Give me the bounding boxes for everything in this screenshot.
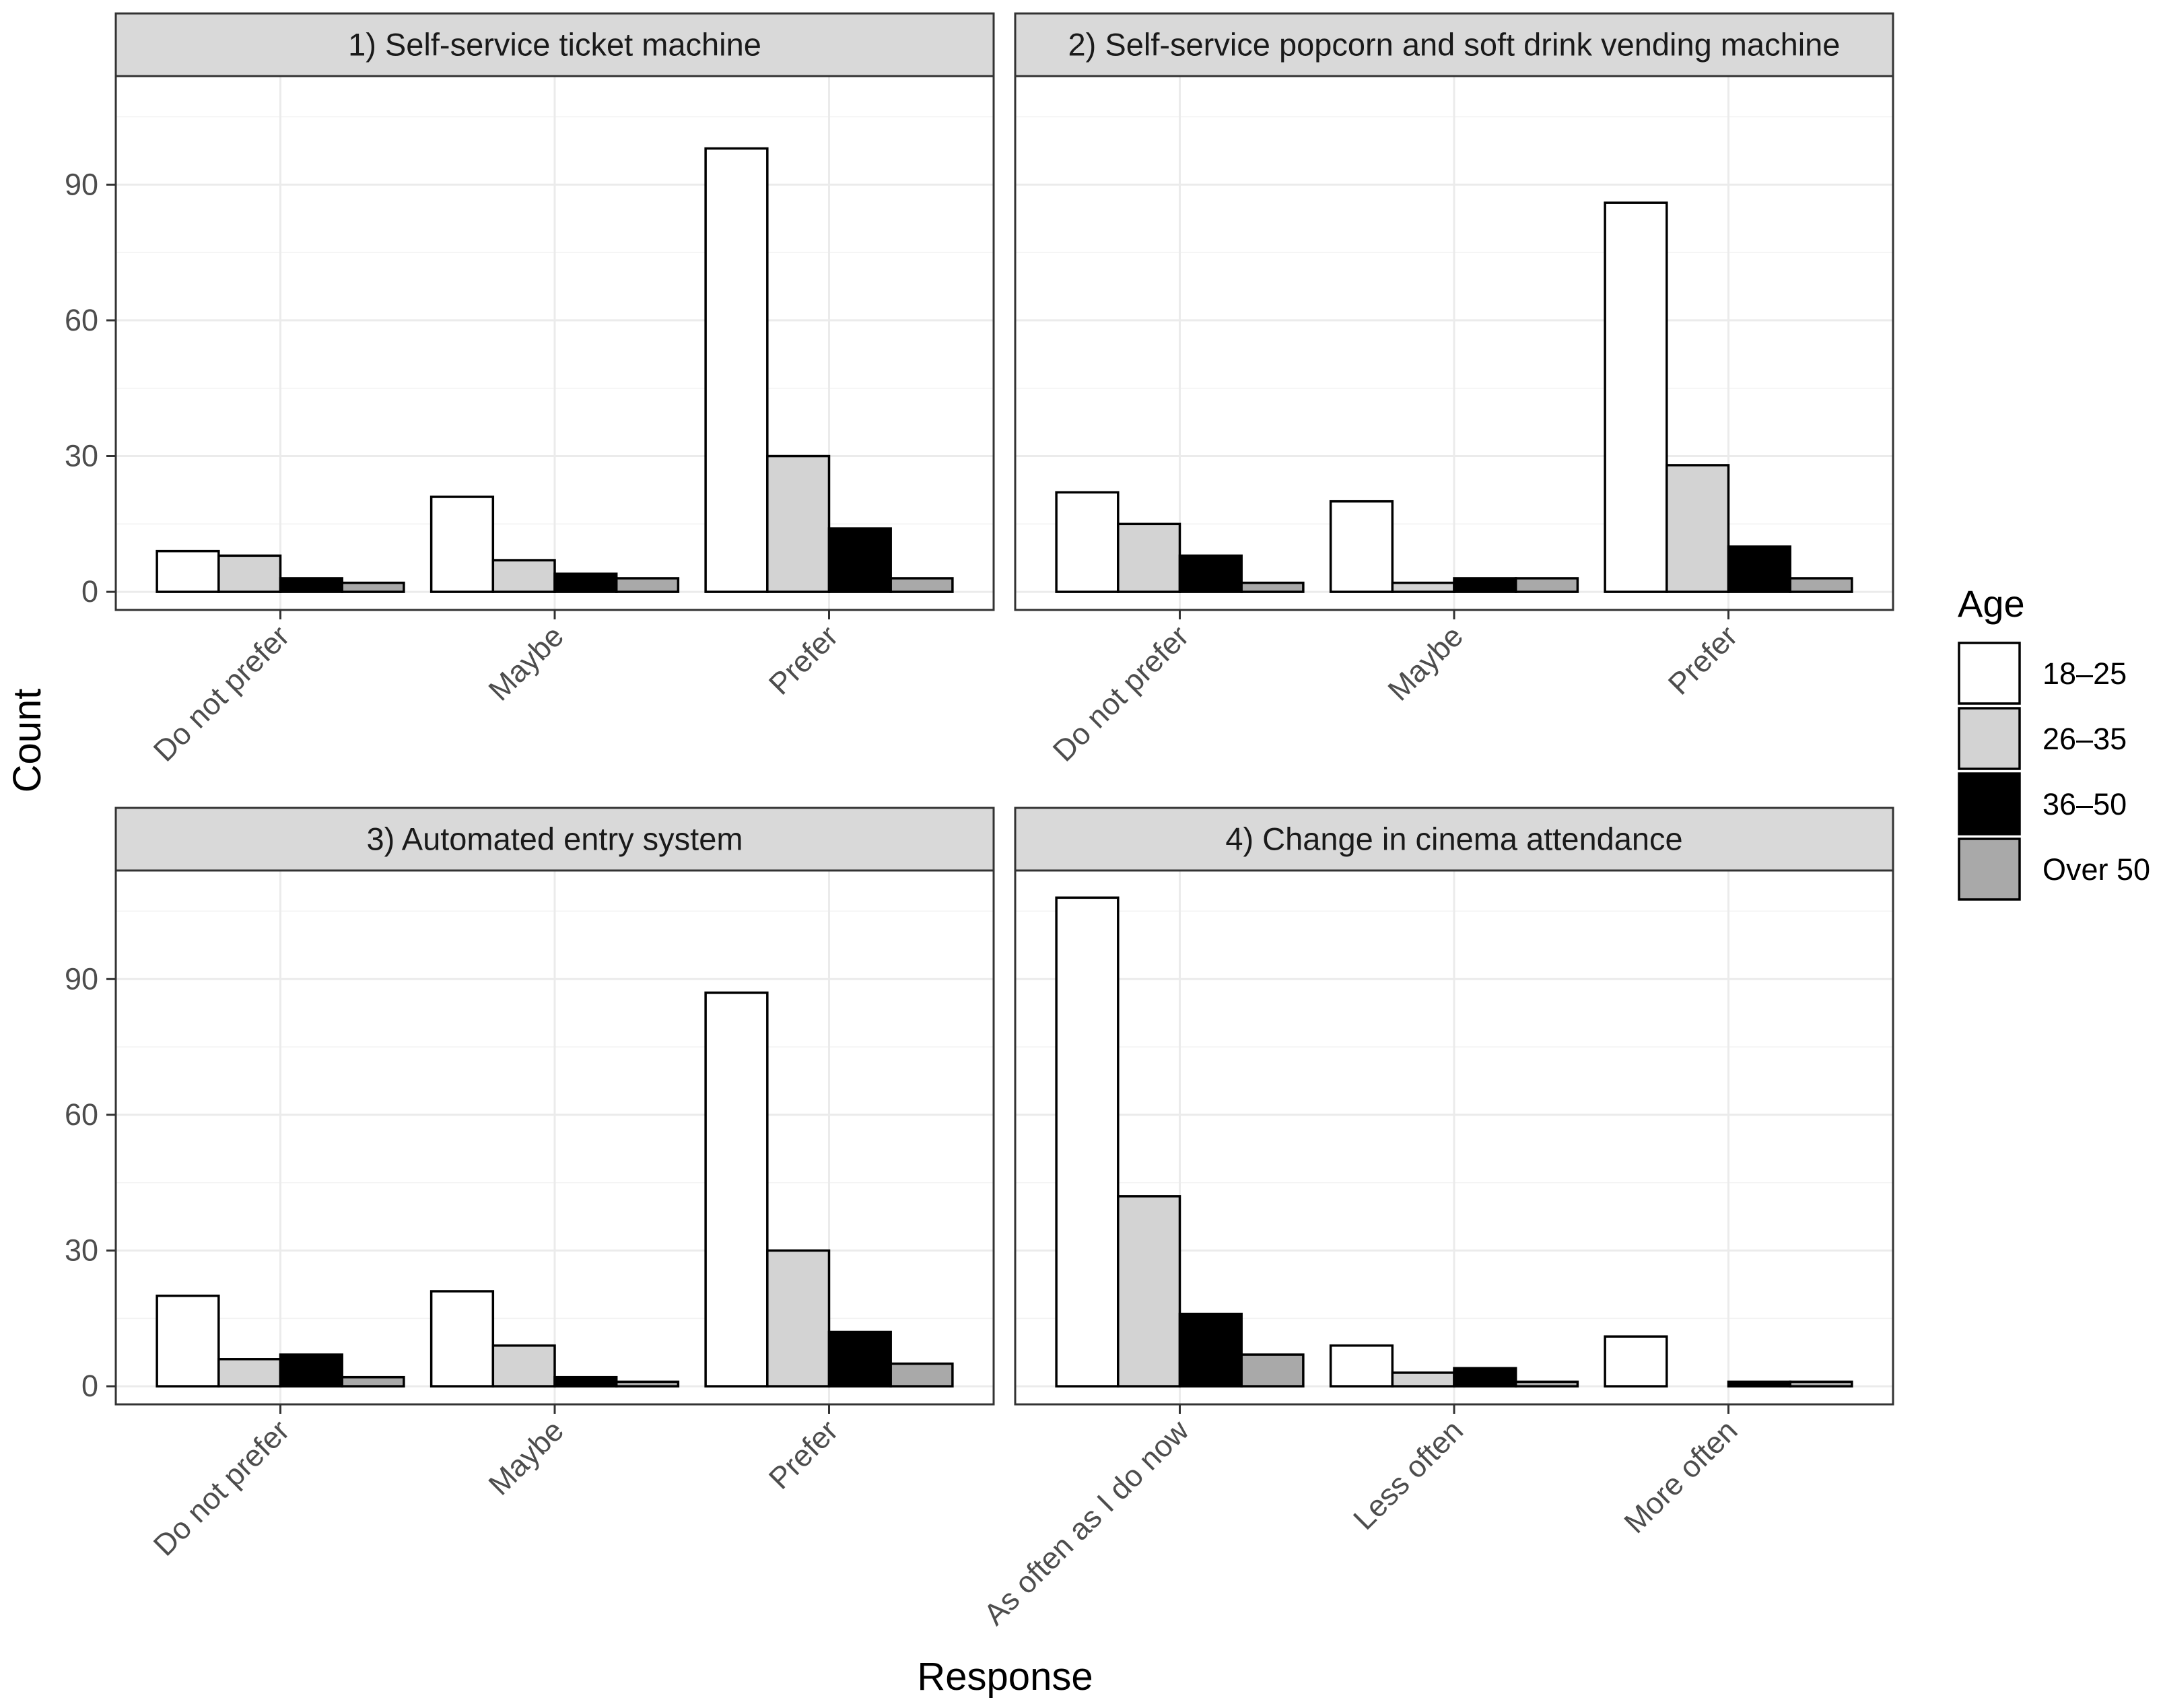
- bar-36–50-Prefer: [827, 1330, 892, 1388]
- y-tick-label: 30: [65, 439, 98, 473]
- facet-title: 1) Self-service ticket machine: [348, 27, 761, 63]
- y-tick-label: 30: [65, 1233, 98, 1268]
- facet-title: 3) Automated entry system: [366, 821, 743, 857]
- bar-Over 50-Do not prefer: [341, 581, 405, 593]
- y-tick-label: 60: [65, 1097, 98, 1132]
- bar-18–25-Prefer: [1604, 201, 1668, 593]
- bar-26–35-Prefer: [766, 1249, 831, 1388]
- legend-label: Over 50: [2042, 852, 2150, 887]
- legend-label: 36–50: [2042, 787, 2127, 821]
- bar-18–25-More often: [1604, 1335, 1668, 1388]
- bar-Over 50-Maybe: [1514, 577, 1579, 593]
- facet-strip: [1014, 12, 1894, 77]
- legend-label: 26–35: [2042, 722, 2127, 756]
- bar-Over 50-As often as I do now: [1240, 1353, 1305, 1388]
- legend-label: 18–25: [2042, 656, 2127, 691]
- bar-36–50-Do not prefer: [1178, 554, 1243, 593]
- facet-title: 2) Self-service popcorn and soft drink v…: [1068, 27, 1841, 63]
- y-tick-label: 0: [81, 1369, 98, 1403]
- legend-key-26–35: [1958, 707, 2021, 770]
- bar-18–25-Do not prefer: [1055, 491, 1120, 593]
- bar-36–50-Prefer: [827, 527, 892, 593]
- x-axis-title: Response: [917, 1655, 1093, 1699]
- bar-Over 50-More often: [1789, 1380, 1853, 1388]
- bar-26–35-As often as I do now: [1117, 1195, 1181, 1388]
- y-tick-label: 0: [81, 574, 98, 609]
- legend-key-Over 50: [1958, 838, 2021, 901]
- y-tick-label: 90: [65, 167, 98, 201]
- legend-title: Age: [1958, 582, 2025, 625]
- bar-36–50-Less often: [1453, 1367, 1517, 1388]
- bar-Over 50-Maybe: [615, 577, 680, 593]
- bar-Over 50-Prefer: [1789, 577, 1853, 593]
- facet-title: 4) Change in cinema attendance: [1225, 821, 1682, 857]
- bar-18–25-As often as I do now: [1055, 896, 1120, 1388]
- bar-36–50-Do not prefer: [279, 577, 343, 593]
- bar-36–50-Prefer: [1727, 545, 1791, 593]
- bar-26–35-Prefer: [1666, 464, 1730, 593]
- bar-36–50-Maybe: [553, 1375, 618, 1388]
- bar-26–35-Maybe: [491, 559, 556, 593]
- bar-Over 50-Prefer: [889, 1362, 954, 1388]
- facet-strip: [114, 12, 995, 77]
- bar-18–25-Prefer: [704, 991, 769, 1388]
- bar-26–35-Maybe: [1391, 581, 1455, 593]
- y-tick-label: 90: [65, 961, 98, 996]
- bar-26–35-Do not prefer: [217, 554, 282, 593]
- y-axis-title: Count: [5, 689, 49, 793]
- legend: Age 18–25 26–35 36–50 Over 50: [1958, 582, 2150, 901]
- bar-Over 50-Maybe: [615, 1380, 680, 1388]
- bar-Over 50-Do not prefer: [1240, 581, 1305, 593]
- legend-key-36–50: [1958, 772, 2021, 835]
- bar-36–50-Do not prefer: [279, 1353, 343, 1388]
- bar-Over 50-Do not prefer: [341, 1375, 405, 1388]
- bar-Over 50-Prefer: [889, 577, 954, 593]
- bar-36–50-More often: [1727, 1380, 1791, 1388]
- bar-18–25-Do not prefer: [156, 549, 220, 593]
- legend-key-18–25: [1958, 642, 2021, 705]
- bar-36–50-Maybe: [553, 572, 618, 593]
- bar-18–25-Prefer: [704, 147, 769, 593]
- bar-26–35-Do not prefer: [1117, 522, 1181, 593]
- bar-18–25-Maybe: [1329, 500, 1394, 593]
- bar-18–25-Maybe: [430, 496, 495, 593]
- bar-18–25-Maybe: [430, 1290, 495, 1388]
- bar-Over 50-Less often: [1514, 1380, 1579, 1388]
- facet-strip: [1014, 807, 1894, 872]
- bar-36–50-Maybe: [1453, 577, 1517, 593]
- bar-18–25-Do not prefer: [156, 1294, 220, 1388]
- bar-26–35-Do not prefer: [217, 1358, 282, 1388]
- y-tick-label: 60: [65, 303, 98, 337]
- facet-strip: [114, 807, 995, 872]
- bar-26–35-Maybe: [491, 1344, 556, 1388]
- bar-26–35-Prefer: [766, 454, 831, 593]
- bar-26–35-Less often: [1391, 1371, 1455, 1388]
- bar-36–50-As often as I do now: [1178, 1312, 1243, 1388]
- bar-18–25-Less often: [1329, 1344, 1394, 1388]
